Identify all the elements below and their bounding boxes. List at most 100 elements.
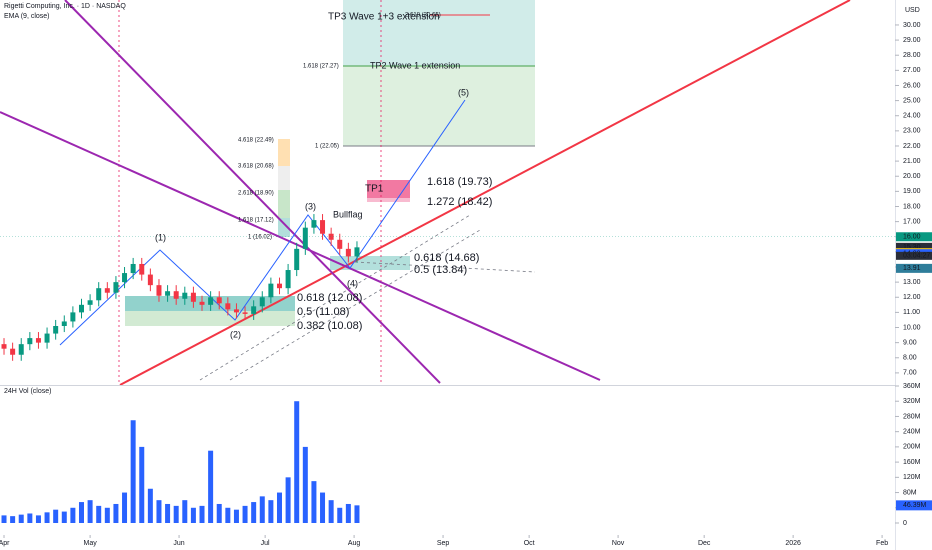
price-box (896, 242, 932, 252)
y-tick-label: 11.00 (903, 309, 920, 316)
volume-bar (182, 500, 188, 523)
annotation: 1.618 (27.27) (303, 64, 339, 70)
x-tick-label: 2026 (785, 540, 801, 547)
candle-body (130, 263, 136, 274)
volume-bar (10, 516, 16, 523)
volume-bar (216, 503, 222, 523)
volume-bar (130, 420, 136, 523)
volume-bar (311, 481, 317, 523)
candle-body (328, 233, 334, 240)
trendline (64, 0, 441, 384)
y-tick-label: 29.00 (903, 37, 921, 44)
volume-bar (302, 446, 308, 523)
vol-tick-label: 280M (903, 413, 921, 420)
annotation: 1.272 (18.42) (427, 196, 492, 208)
tp1-zone (367, 198, 410, 202)
price-label: 13.91 (903, 265, 921, 272)
candle-body (96, 288, 102, 301)
flag-zone (330, 256, 410, 270)
volume-bar (337, 507, 343, 523)
volume-bar (294, 401, 300, 523)
volume-bar (259, 496, 265, 523)
tp2-zone (343, 66, 535, 146)
volume-bar (139, 446, 145, 523)
y-tick-label: 8.00 (903, 355, 917, 362)
candle-body (268, 283, 274, 298)
volume-bar (173, 505, 179, 523)
volume-bar (104, 507, 110, 523)
vol-current-label: 46.39M (903, 502, 927, 509)
candle-body (139, 263, 145, 275)
vol-tick-label: 320M (903, 398, 921, 405)
volume-bar (268, 500, 274, 523)
volume-bar (78, 502, 84, 523)
candle-body (10, 348, 16, 355)
channel-line (229, 229, 481, 381)
annotation: TP3 Wave 1+3 extension (328, 12, 440, 23)
y-tick-label: 25.00 (903, 97, 921, 104)
annotation: 2.618 (30.65) (405, 13, 441, 19)
candle-body (190, 292, 196, 302)
volume-bar (122, 492, 128, 523)
annotation: 0.618 (12.08) (297, 292, 362, 304)
y-tick-label: 7.00 (903, 370, 917, 377)
volume-bar (165, 503, 171, 523)
x-tick-label: Sep (437, 540, 450, 547)
volume-bar (87, 500, 93, 523)
candle-body (87, 300, 93, 305)
volume-bar (113, 503, 119, 523)
annotation: 0.618 (14.68) (414, 252, 479, 264)
candle-body (233, 309, 239, 313)
y-tick-label: 21.00 (903, 158, 921, 165)
annotation: 2.618 (18.90) (238, 191, 274, 197)
volume-bar (251, 502, 257, 523)
volume-bar (328, 500, 334, 523)
x-tick-label: Aug (348, 540, 361, 547)
y-tick-label: 26.00 (903, 82, 921, 89)
candle-body (216, 297, 222, 304)
vol-current-box (896, 500, 932, 511)
candle-body (104, 288, 110, 293)
volume-bar (199, 505, 205, 523)
candle-body (18, 344, 24, 355)
candle-body (225, 303, 231, 310)
annotation: (5) (458, 87, 469, 97)
fib-ladder (278, 166, 290, 190)
annotation: 3.618 (20.68) (238, 164, 274, 170)
candle-body (35, 338, 41, 343)
vol-tick-label: 80M (903, 489, 917, 496)
vol-tick-label: 200M (903, 444, 921, 451)
price-label: 15.30 (903, 244, 921, 251)
x-tick-label: Dec (698, 540, 711, 547)
y-tick-label: 24.00 (903, 113, 921, 120)
fib-ladder (278, 190, 290, 218)
indicator-label: EMA (9, close) (4, 13, 50, 20)
vol-tick-label: 0 (903, 520, 907, 527)
candle-body (311, 220, 317, 228)
channel-line (199, 214, 471, 381)
candle-body (27, 338, 33, 345)
countdown: 03:04:27 (903, 253, 930, 260)
price-label: 16.00 (903, 234, 921, 241)
tp1-zone (367, 180, 410, 198)
annotation: 0.5 (11.08) (297, 306, 349, 318)
annotation: 1.618 (19.73) (427, 176, 492, 188)
volume-bar (61, 511, 67, 523)
y-tick-label: 10.00 (903, 324, 921, 331)
channel-line (354, 261, 536, 273)
candle-body (285, 270, 291, 289)
volume-bar (147, 488, 153, 523)
candle-body (122, 273, 128, 283)
volume-bar (285, 477, 291, 523)
candle-body (208, 297, 214, 305)
x-tick-label: Oct (524, 540, 535, 547)
candle-body (156, 285, 162, 296)
annotation: 1 (22.05) (315, 144, 339, 150)
candle-body (78, 304, 84, 313)
candle-body (320, 220, 326, 234)
volume-bar (225, 507, 231, 523)
trendline (0, 111, 601, 381)
y-tick-label: 27.00 (903, 67, 921, 74)
candle-body (113, 282, 119, 293)
